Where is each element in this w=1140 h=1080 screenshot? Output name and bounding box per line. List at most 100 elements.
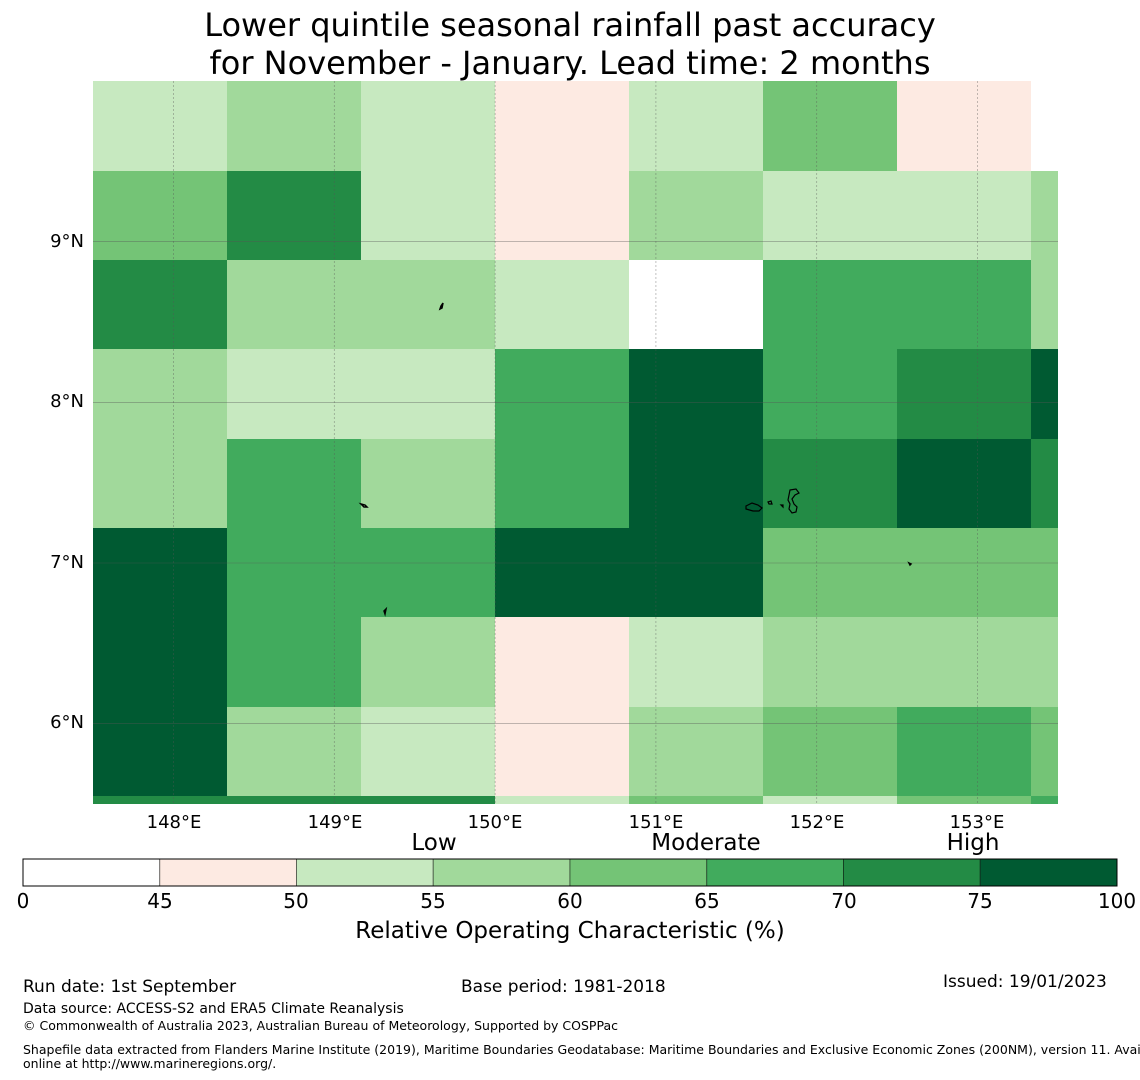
grid-cell xyxy=(897,617,1031,707)
base-period: Base period: 1981-2018 xyxy=(461,977,666,997)
grid-cell xyxy=(1031,528,1058,617)
island-outline xyxy=(787,488,800,514)
grid-cell xyxy=(361,796,495,804)
colorbar-tick: 70 xyxy=(831,889,857,913)
grid-cell xyxy=(361,617,495,707)
grid-cell xyxy=(495,260,629,349)
grid-cell xyxy=(93,617,227,707)
grid-cell xyxy=(361,81,495,171)
grid-cell xyxy=(227,439,361,528)
colorbar-segment xyxy=(706,858,844,887)
colorbar-label: Relative Operating Characteristic (%) xyxy=(355,918,785,944)
grid-cell xyxy=(93,439,227,528)
grid-cell xyxy=(93,796,227,804)
colorbar-tick: 50 xyxy=(283,889,309,913)
island-outlines xyxy=(358,302,913,617)
grid-cell xyxy=(495,707,629,796)
colorbar-segment xyxy=(843,858,981,887)
lon-label-151e: 151°E xyxy=(628,812,684,833)
grid-cell xyxy=(361,439,495,528)
grid-cell xyxy=(361,260,495,349)
grid-cell xyxy=(495,349,629,439)
colorbar-frame xyxy=(22,858,1118,887)
shapefile-credit-line-1: Shapefile data extracted from Flanders M… xyxy=(23,1042,1140,1057)
grid-cell xyxy=(629,528,763,617)
grid-cell xyxy=(763,349,897,439)
lat-label-7n: 7°N xyxy=(50,552,84,573)
grid-cell xyxy=(361,707,495,796)
colorbar-tick: 65 xyxy=(694,889,720,913)
run-date: Run date: 1st September xyxy=(23,977,237,997)
grid-cell xyxy=(763,81,897,171)
shapefile-credit-line-2: online at http://www.marineregions.org/. xyxy=(23,1056,277,1071)
island-outline xyxy=(745,502,763,512)
lon-label-149e: 149°E xyxy=(307,812,363,833)
colorbar-segment xyxy=(979,858,1118,887)
grid-cell xyxy=(227,349,361,439)
grid-cell xyxy=(763,528,897,617)
grid-cell xyxy=(763,439,897,528)
colorbar-tick: 75 xyxy=(967,889,993,913)
grid-cell xyxy=(227,528,361,617)
colorbar-segment xyxy=(159,858,297,887)
grid-cell xyxy=(763,171,897,260)
colorbar-category-high: High xyxy=(946,830,1000,856)
colorbar-tick: 60 xyxy=(557,889,583,913)
grid-cell xyxy=(897,528,1031,617)
grid-cell xyxy=(93,349,227,439)
grid-cell xyxy=(629,81,763,171)
island-outline xyxy=(358,502,369,508)
grid-cell xyxy=(495,617,629,707)
title-line-2: for November - January. Lead time: 2 mon… xyxy=(209,44,931,82)
colorbar-tick: 0 xyxy=(16,889,30,913)
grid-cell xyxy=(897,81,1031,171)
colorbar-segment xyxy=(296,858,434,887)
grid-cell xyxy=(1031,171,1058,260)
colorbar xyxy=(22,858,1118,887)
grid-cell xyxy=(495,171,629,260)
colorbar-tick: 100 xyxy=(1097,889,1137,913)
grid-cell xyxy=(227,81,361,171)
grid-cell xyxy=(763,707,897,796)
grid-cell xyxy=(897,439,1031,528)
grid-cell xyxy=(361,528,495,617)
grid-cell xyxy=(897,707,1031,796)
colorbar-tick: 45 xyxy=(147,889,173,913)
grid-cell xyxy=(227,171,361,260)
grid-cell xyxy=(1031,349,1058,439)
grid-cell xyxy=(93,528,227,617)
grid-cell xyxy=(763,796,897,804)
grid-cell xyxy=(629,260,763,349)
grid-cell xyxy=(495,439,629,528)
grid-cell xyxy=(361,171,495,260)
data-source: Data source: ACCESS-S2 and ERA5 Climate … xyxy=(23,1001,404,1017)
colorbar-category-moderate: Moderate xyxy=(651,830,761,856)
lon-label-150e: 150°E xyxy=(467,812,523,833)
colorbar-segment xyxy=(432,858,571,887)
grid-cell xyxy=(495,796,629,804)
grid-cell xyxy=(629,171,763,260)
grid-cell xyxy=(495,81,629,171)
grid-cell xyxy=(629,439,763,528)
colorbar-tick: 55 xyxy=(420,889,446,913)
island-outline xyxy=(907,561,913,567)
grid-cell xyxy=(227,707,361,796)
colorbar-segment xyxy=(569,858,708,887)
grid-cell xyxy=(227,260,361,349)
map-gridlines xyxy=(93,81,1058,804)
grid-cell xyxy=(629,707,763,796)
grid-cell xyxy=(93,81,227,171)
grid-cell xyxy=(227,617,361,707)
lat-label-9n: 9°N xyxy=(50,231,84,252)
grid-cell xyxy=(897,349,1031,439)
rainfall-accuracy-grid xyxy=(93,81,1058,804)
grid-cell xyxy=(1031,707,1058,796)
colorbar-category-low: Low xyxy=(411,830,457,856)
title-line-1: Lower quintile seasonal rainfall past ac… xyxy=(204,6,936,44)
grid-cell xyxy=(763,260,897,349)
grid-cell xyxy=(93,171,227,260)
lat-label-8n: 8°N xyxy=(50,391,84,412)
lon-label-148e: 148°E xyxy=(146,812,202,833)
grid-cell xyxy=(629,349,763,439)
